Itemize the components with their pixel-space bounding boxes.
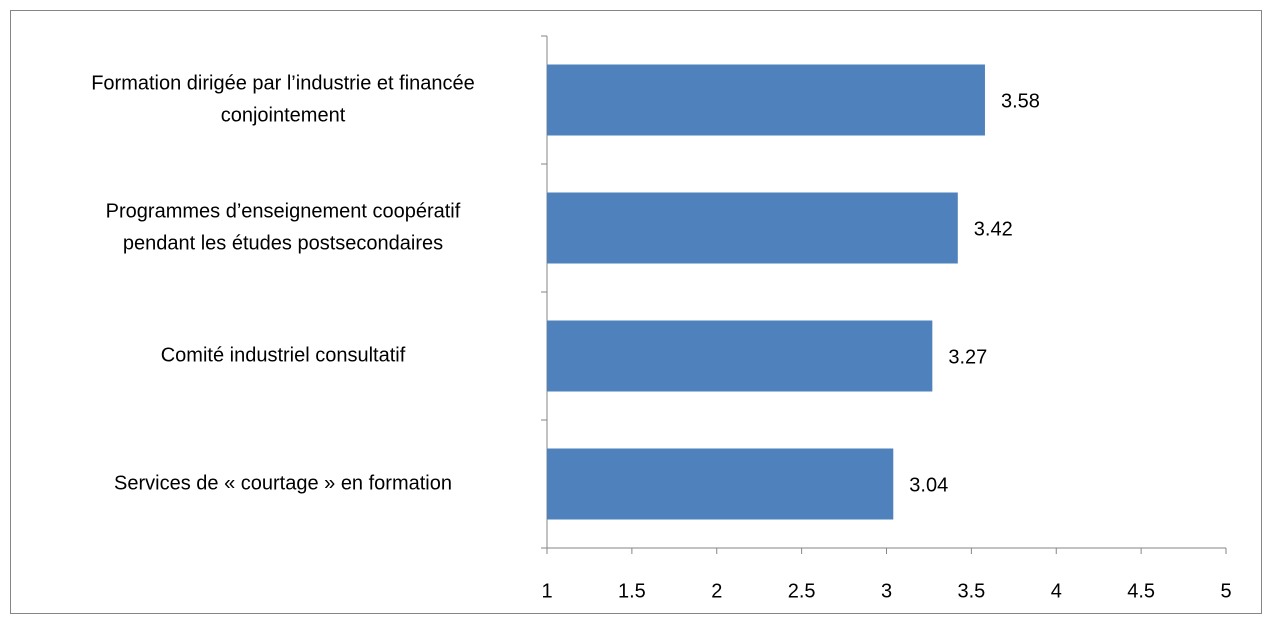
x-tick-label: 3 [881,580,892,602]
y-tick-label: Programmes d’enseignement coopératif [106,200,461,222]
bar [547,64,985,136]
y-tick-label: pendant les études postsecondaires [123,232,443,254]
bar [547,448,894,520]
x-tick-label: 4.5 [1127,580,1155,602]
y-tick-label: Services de « courtage » en formation [114,472,452,494]
value-label: 3.04 [909,474,948,496]
value-label: 3.42 [974,218,1013,240]
x-tick-label: 2.5 [788,580,816,602]
x-tick-label: 5 [1220,580,1231,602]
y-tick-label: Comité industriel consultatif [161,344,406,366]
value-label: 3.58 [1001,90,1040,112]
value-label: 3.27 [948,346,987,368]
bar [547,192,958,264]
bar [547,320,933,392]
x-tick-label: 2 [711,580,722,602]
x-tick-label: 3.5 [957,580,985,602]
x-tick-label: 4 [1051,580,1062,602]
y-tick-label: Formation dirigée par l’industrie et fin… [91,72,475,94]
y-tick-label: conjointement [221,104,346,126]
x-tick-label: 1 [541,580,552,602]
x-tick-label: 1.5 [618,580,646,602]
